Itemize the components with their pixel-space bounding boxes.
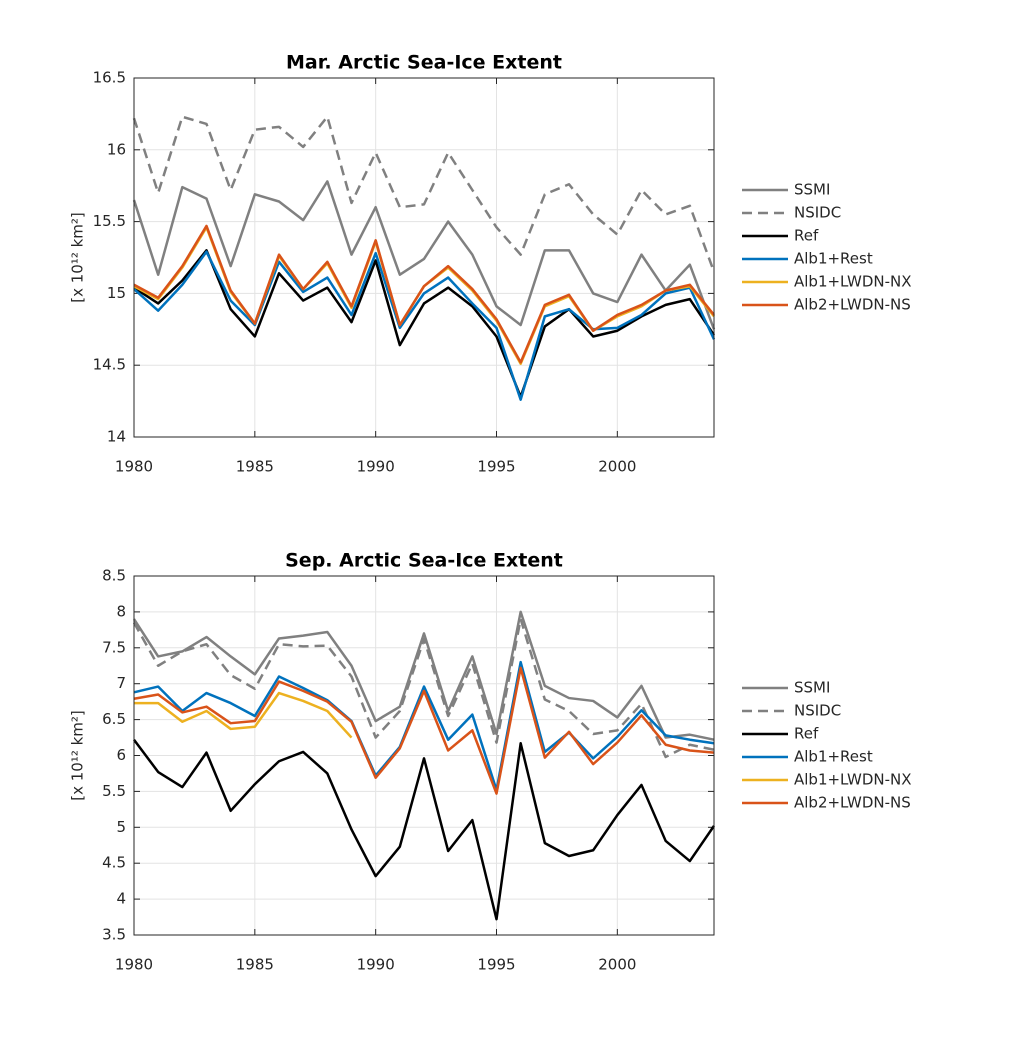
series-line [133, 249, 716, 399]
series-line [132, 738, 716, 921]
legend-label: Alb1+Rest [794, 250, 873, 268]
y-tick-label: 14.5 [93, 356, 126, 374]
series-line [133, 666, 715, 795]
legend-label: Ref [794, 725, 819, 743]
x-tick-label: 1980 [115, 956, 153, 974]
y-axis-label: [x 10¹² km²] [69, 212, 87, 303]
y-tick-label: 14 [107, 428, 126, 446]
series-line [132, 610, 715, 741]
legend-label: Alb1+Rest [794, 748, 873, 766]
x-tick-label: 1995 [477, 956, 515, 974]
chart-title: Sep. Arctic Sea-Ice Extent [285, 550, 563, 572]
y-axis-label: [x 10¹² km²] [69, 710, 87, 801]
y-tick-label: 6.5 [102, 710, 126, 728]
y-tick-label: 7.5 [102, 638, 126, 656]
series-line [133, 224, 715, 364]
x-tick-label: 1980 [115, 458, 153, 476]
series-line [133, 660, 715, 792]
y-tick-label: 5.5 [102, 782, 126, 800]
chart-title: Mar. Arctic Sea-Ice Extent [286, 52, 562, 74]
y-tick-label: 5 [116, 818, 126, 836]
y-tick-label: 4.5 [102, 854, 126, 872]
y-tick-label: 15 [107, 284, 126, 302]
y-tick-label: 4 [116, 890, 126, 908]
legend-label: Alb1+LWDN-NX [794, 273, 912, 291]
legend-label: SSMI [794, 181, 830, 199]
x-tick-label: 2000 [598, 458, 636, 476]
x-tick-label: 1990 [357, 956, 395, 974]
x-tick-label: 1985 [236, 956, 274, 974]
y-tick-label: 8 [116, 602, 126, 620]
y-tick-label: 8.5 [102, 567, 126, 585]
x-tick-label: 1995 [477, 458, 515, 476]
legend-label: NSIDC [794, 702, 841, 720]
y-tick-label: 16.5 [93, 69, 126, 87]
series-line [132, 180, 716, 330]
y-tick-label: 3.5 [102, 926, 126, 944]
y-tick-label: 7 [116, 674, 126, 692]
legend-label: Ref [794, 227, 819, 245]
y-tick-label: 15.5 [93, 212, 126, 230]
series-line [134, 691, 353, 739]
y-tick-label: 16 [107, 140, 126, 158]
axes-box [133, 575, 715, 936]
axes-box [133, 77, 715, 438]
series-line [133, 250, 716, 401]
x-tick-label: 1985 [236, 458, 274, 476]
series-line [132, 115, 716, 273]
series-line [132, 617, 715, 759]
legend-label: Alb2+LWDN-NS [794, 296, 911, 314]
legend-label: SSMI [794, 679, 830, 697]
y-tick-label: 6 [116, 746, 126, 764]
legend-label: NSIDC [794, 204, 841, 222]
x-tick-label: 1990 [357, 458, 395, 476]
legend-label: Alb1+LWDN-NX [794, 771, 912, 789]
legend-label: Alb2+LWDN-NS [794, 794, 911, 812]
x-tick-label: 2000 [598, 956, 636, 974]
